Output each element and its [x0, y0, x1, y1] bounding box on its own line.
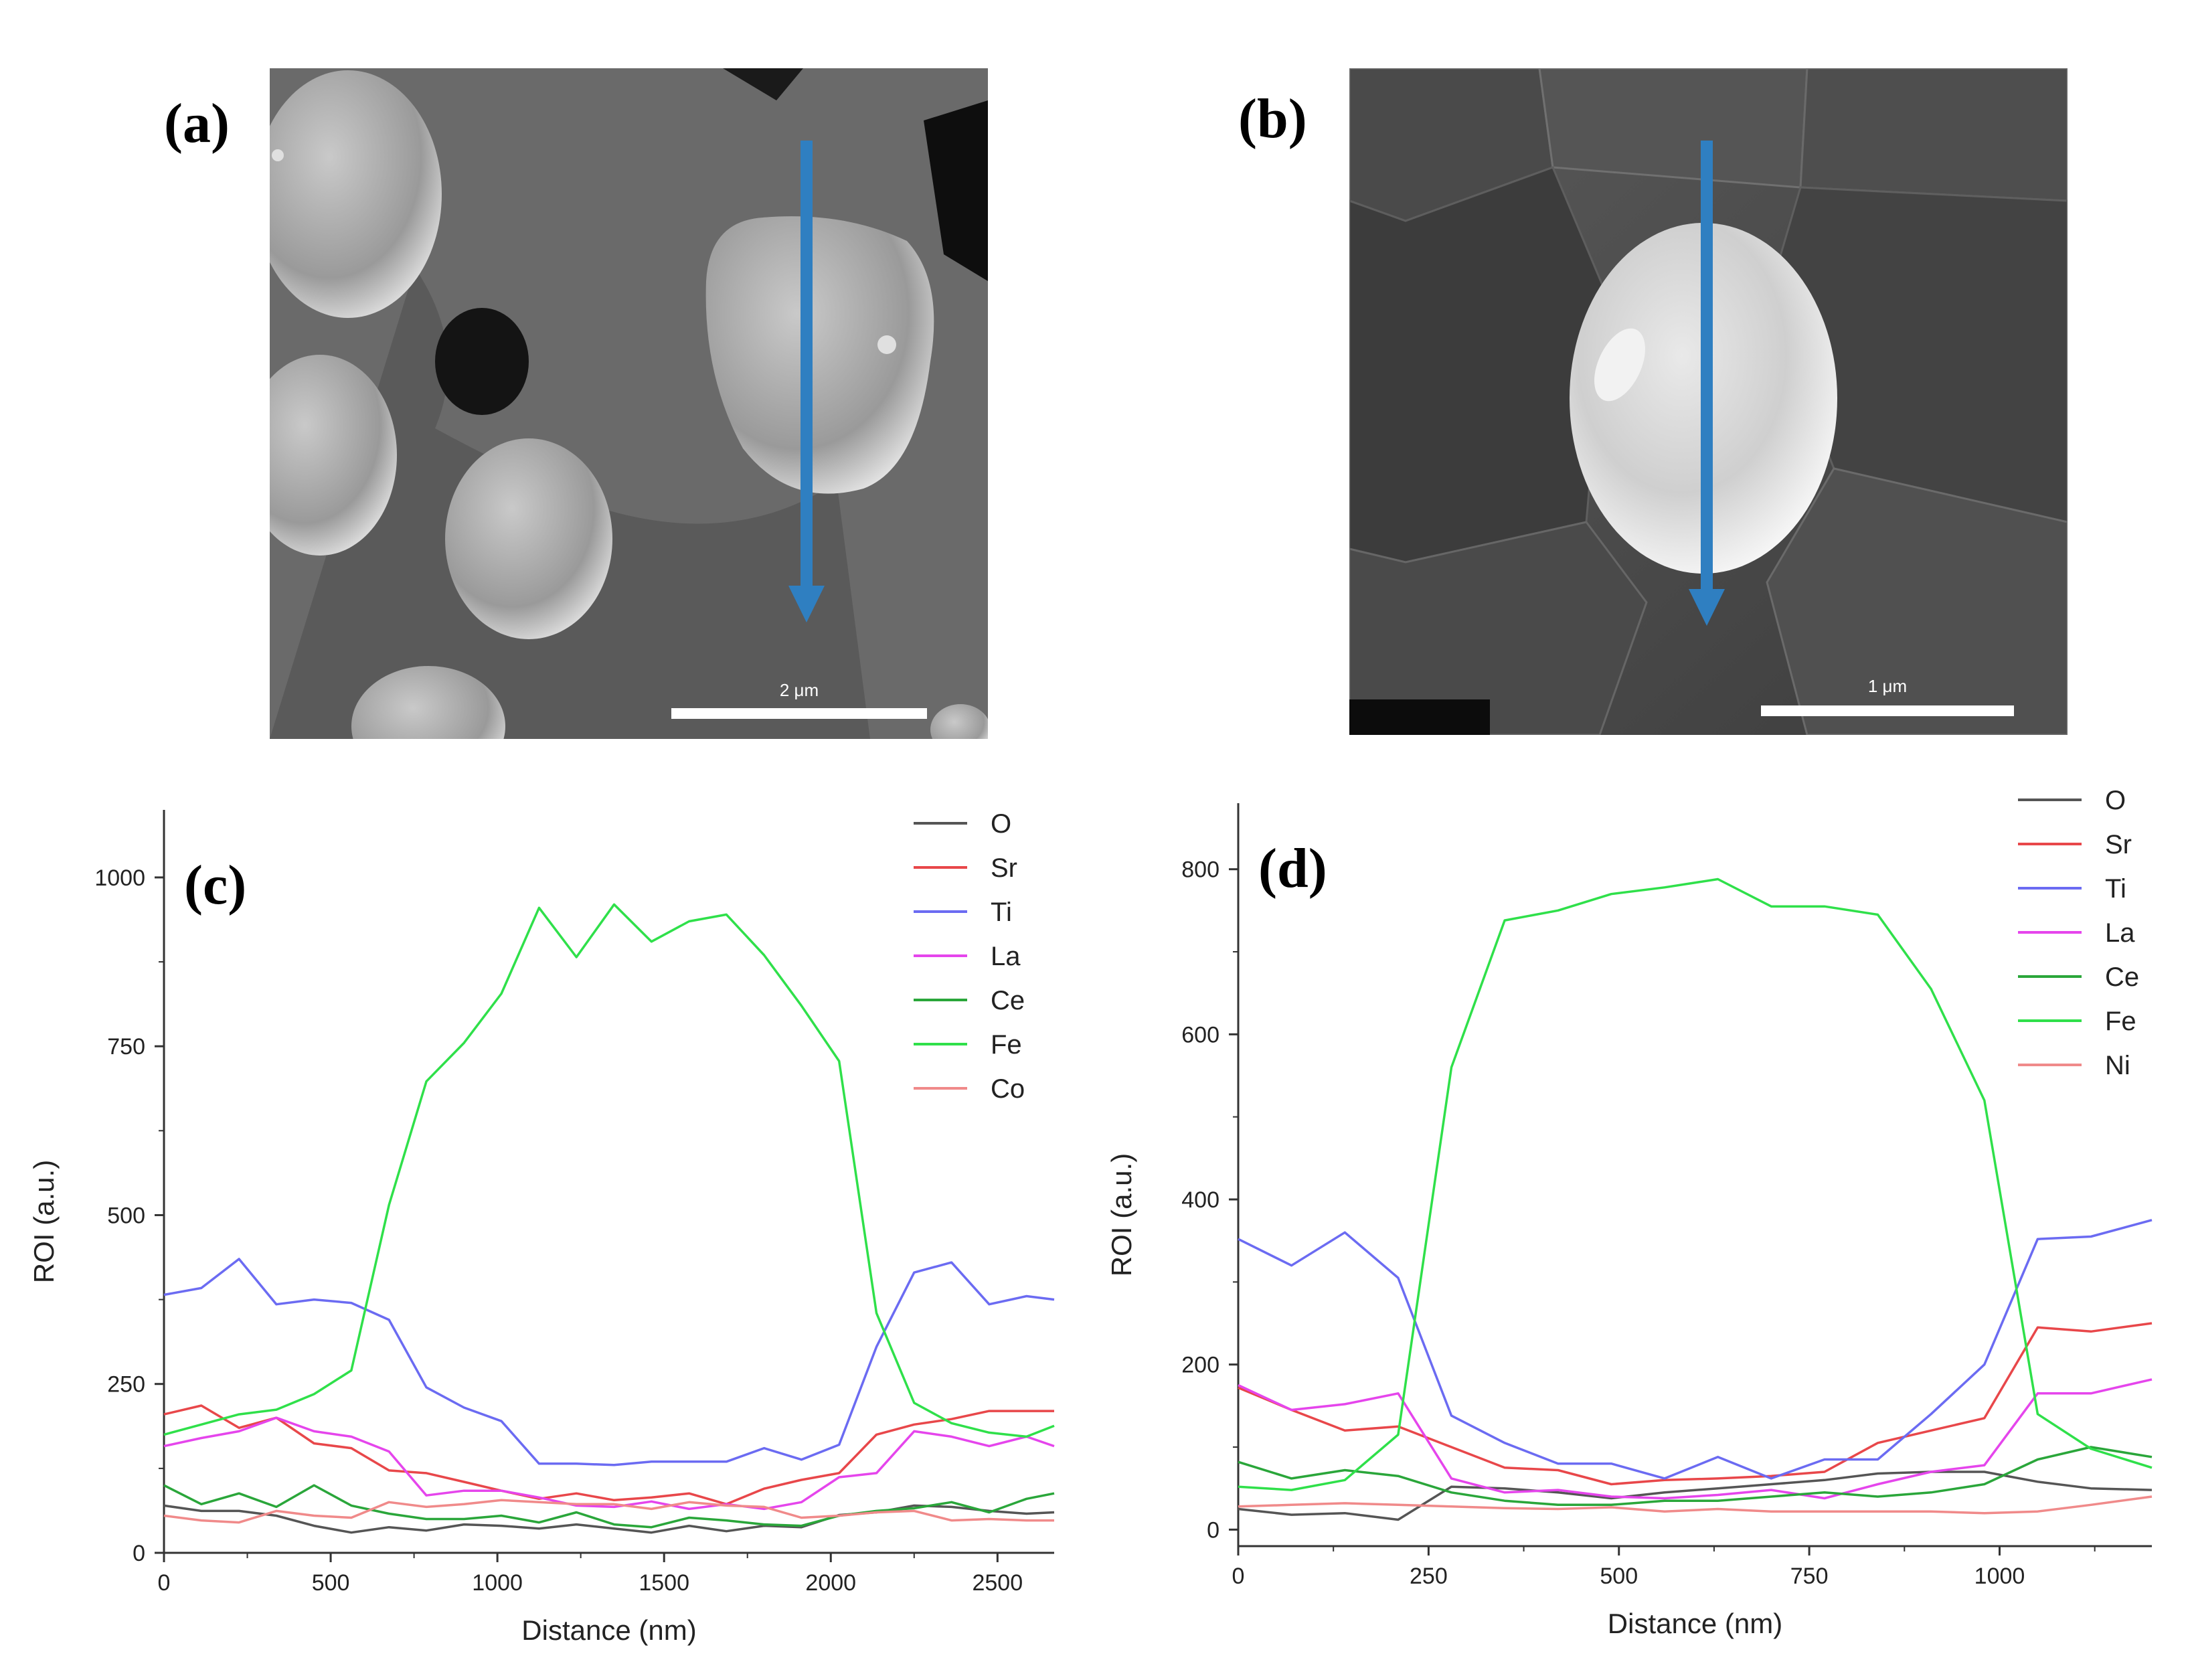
- series-line-co-c: [163, 1499, 1054, 1524]
- series-line-o-c: [163, 1504, 1055, 1534]
- series-line-la-c: [163, 1416, 1055, 1511]
- scale-bar-label-b: 1 μm: [1868, 676, 1907, 696]
- legend-label-o-c: O: [991, 809, 1011, 839]
- y-tick-label-c: 0: [133, 1541, 145, 1566]
- line-chart-c: 0 500 1000 1500 2000 2500 0 250 500 750 1000 Distan…: [28, 809, 1055, 1646]
- scale-bar-b: [1761, 705, 2014, 716]
- line-chart-d: 0 250 500 750 1000 0 200 400 600 800 Distance (nm)…: [1106, 786, 2153, 1639]
- panel-label-b: (b): [1238, 88, 1307, 150]
- series-line-o-d: [1238, 1471, 2153, 1521]
- x-tick-label-d: 500: [1600, 1564, 1638, 1589]
- legend-label-ce-c: Ce: [991, 986, 1025, 1015]
- x-tick-label-d: 0: [1232, 1564, 1245, 1589]
- legend-label-la-d: La: [2105, 918, 2135, 948]
- legend-label-ti-c: Ti: [991, 898, 1012, 927]
- x-tick-label-c: 0: [158, 1570, 171, 1596]
- x-tick-label-c: 2500: [972, 1570, 1023, 1596]
- series-line-fe-c: [163, 903, 1055, 1438]
- scale-bar-label-a: 2 μm: [780, 680, 819, 700]
- x-axis-title-d: Distance (nm): [1608, 1608, 1782, 1639]
- y-axis-title-c: ROI (a.u.): [28, 1160, 60, 1283]
- x-tick-label-c: 2000: [805, 1570, 856, 1596]
- y-tick-label-d: 800: [1181, 857, 1219, 883]
- scale-bar-a: [671, 708, 927, 719]
- series-line-sr-d: [1238, 1322, 2153, 1486]
- x-tick-label-c: 1500: [639, 1570, 689, 1596]
- y-tick-label-d: 0: [1207, 1517, 1219, 1543]
- legend-label-sr-c: Sr: [991, 853, 1017, 883]
- sem-image-b: 1 μm: [1349, 68, 2068, 735]
- x-tick-label-d: 1000: [1974, 1564, 2025, 1589]
- x-tick-label-c: 1000: [472, 1570, 523, 1596]
- series-line-la-d: [1238, 1378, 2153, 1500]
- legend-label-ni-d: Ni: [2105, 1051, 2130, 1080]
- y-tick-label-d: 400: [1181, 1187, 1219, 1213]
- series-line-ni-d: [1238, 1495, 2153, 1515]
- legend-label-co-c: Co: [991, 1074, 1025, 1104]
- legend-label-ce-d: Ce: [2105, 962, 2139, 992]
- y-tick-label-d: 600: [1181, 1022, 1219, 1047]
- series-line-ce-c: [163, 1484, 1055, 1529]
- sem-image-a: 2 μm: [270, 68, 988, 739]
- series-line-ti-d: [1238, 1219, 2153, 1480]
- y-tick-label-c: 750: [107, 1034, 145, 1060]
- x-tick-label-d: 750: [1790, 1564, 1829, 1589]
- y-tick-label-c: 1000: [94, 865, 145, 891]
- y-axis-title-d: ROI (a.u.): [1106, 1153, 1137, 1276]
- panel-label-c: (c): [184, 854, 246, 916]
- arrow-head-b: [1689, 589, 1725, 626]
- legend-label-fe-c: Fe: [991, 1030, 1022, 1060]
- legend-label-o-d: O: [2105, 786, 2126, 815]
- x-axis-title-c: Distance (nm): [521, 1614, 696, 1646]
- x-tick-label-d: 250: [1410, 1564, 1448, 1589]
- legend-label-sr-d: Sr: [2105, 830, 2132, 859]
- series-line-ti-c: [163, 1258, 1055, 1466]
- legend-label-fe-d: Fe: [2105, 1007, 2136, 1036]
- panel-label-a: (a): [164, 92, 230, 155]
- series-line-ce-d: [1238, 1446, 2153, 1507]
- x-tick-label-c: 500: [312, 1570, 350, 1596]
- legend-label-la-c: La: [991, 942, 1021, 971]
- y-tick-label-c: 250: [107, 1372, 145, 1398]
- y-tick-label-d: 200: [1181, 1353, 1219, 1378]
- legend-label-ti-d: Ti: [2105, 874, 2126, 904]
- series-line-fe-d: [1238, 877, 2153, 1491]
- series-line-sr-c: [163, 1404, 1054, 1506]
- panel-label-d: (d): [1258, 837, 1327, 900]
- arrow-head-a: [788, 586, 825, 622]
- y-tick-label-c: 500: [107, 1203, 145, 1228]
